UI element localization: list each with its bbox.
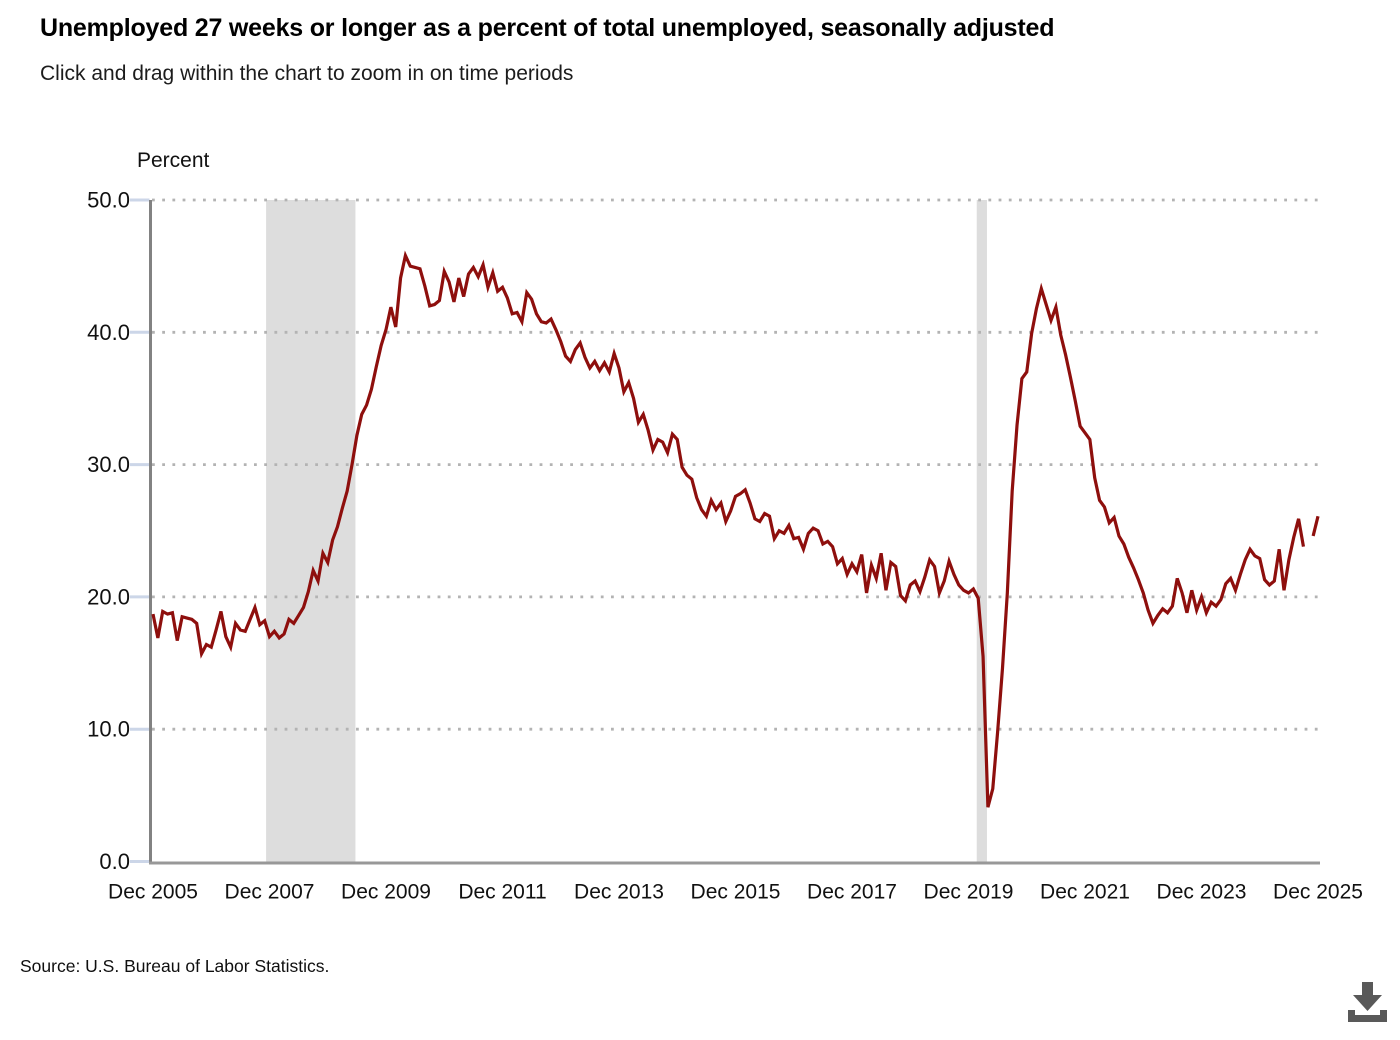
recession-band <box>266 200 356 862</box>
x-axis-label: Dec 2023 <box>1157 881 1247 904</box>
y-axis-label: 10.0 <box>87 717 130 742</box>
y-axis-label: 50.0 <box>87 188 130 213</box>
x-axis-label: Dec 2013 <box>574 881 664 904</box>
recession-band <box>976 200 987 862</box>
x-axis-label: Dec 2011 <box>458 881 546 904</box>
download-button[interactable] <box>1340 976 1396 1032</box>
chart-subtitle: Click and drag within the chart to zoom … <box>40 62 574 85</box>
x-axis-label: Dec 2021 <box>1040 881 1130 904</box>
x-axis-label: Dec 2007 <box>225 881 315 904</box>
x-axis-label: Dec 2005 <box>108 881 198 904</box>
y-axis-label: 40.0 <box>87 320 130 345</box>
data-line <box>1311 515 1320 537</box>
x-axis-label: Dec 2015 <box>691 881 781 904</box>
chart-title: Unemployed 27 weeks or longer as a perce… <box>40 14 1055 42</box>
y-axis-label: 20.0 <box>87 584 130 609</box>
y-axis-label: 0.0 <box>99 849 130 874</box>
x-axis-label: Dec 2017 <box>807 881 897 904</box>
data-line <box>151 250 1306 808</box>
x-axis-label: Dec 2019 <box>924 881 1014 904</box>
source-note: Source: U.S. Bureau of Labor Statistics. <box>20 956 330 976</box>
x-axis-label: Dec 2009 <box>341 881 431 904</box>
x-axis-label: Dec 2025 <box>1273 881 1363 904</box>
download-icon <box>1348 982 1387 1022</box>
y-axis-label: 30.0 <box>87 452 130 477</box>
y-axis-unit-label: Percent <box>137 149 210 172</box>
